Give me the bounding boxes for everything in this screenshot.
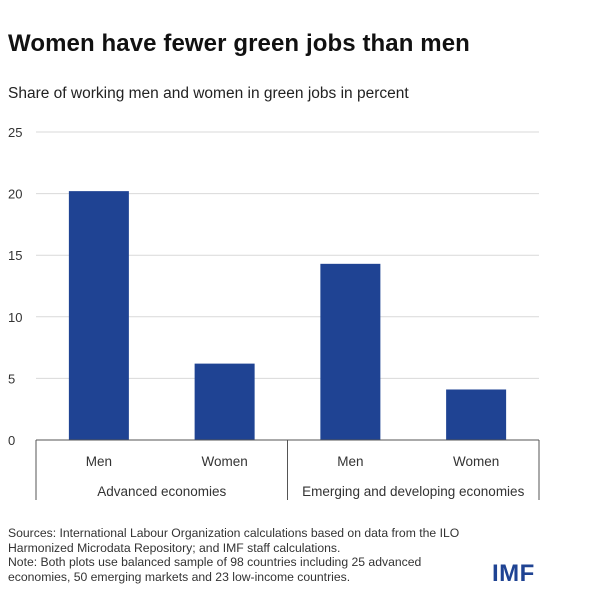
group-label: Advanced economies xyxy=(97,484,226,499)
bar-chart: 0 5 10 15 20 25 Men Women Men Women Advanced econo… xyxy=(8,125,540,500)
chart-subtitle: Share of working men and women in green … xyxy=(8,85,409,102)
source-note: Sources: International Labour Organizati… xyxy=(8,526,478,584)
y-tick-label: 20 xyxy=(8,187,22,202)
y-tick-label: 5 xyxy=(8,371,15,386)
source-line: Harmonized Microdata Repository; and IMF… xyxy=(8,540,341,555)
note-line: Note: Both plots use balanced sample of … xyxy=(8,555,422,570)
group-label: Emerging and developing economies xyxy=(302,484,524,499)
x-tick-label: Men xyxy=(86,454,112,469)
bar xyxy=(194,363,255,440)
bar xyxy=(446,389,507,440)
x-tick-label: Women xyxy=(201,454,247,469)
note-line: economies, 50 emerging markets and 23 lo… xyxy=(8,569,351,584)
x-tick-label: Men xyxy=(337,454,363,469)
x-tick-label: Women xyxy=(453,454,499,469)
bar xyxy=(68,191,129,440)
chart-title: Women have fewer green jobs than men xyxy=(8,30,470,57)
y-tick-label: 25 xyxy=(8,125,22,140)
bar xyxy=(320,263,381,440)
y-tick-label: 10 xyxy=(8,310,22,325)
source-line: Sources: International Labour Organizati… xyxy=(8,526,460,540)
y-tick-label: 15 xyxy=(8,248,22,263)
y-tick-label: 0 xyxy=(8,433,15,448)
imf-logo: IMF xyxy=(492,560,535,587)
